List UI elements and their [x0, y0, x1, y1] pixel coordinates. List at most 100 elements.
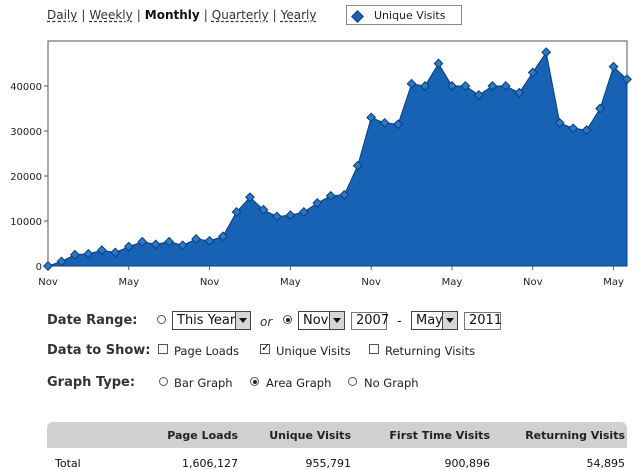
- data-point[interactable]: [231, 207, 242, 217]
- data-point[interactable]: [420, 81, 430, 91]
- data-point[interactable]: [43, 261, 53, 271]
- range-dash: -: [397, 314, 402, 329]
- table-header: Page Loads Unique Visits First Time Visi…: [47, 422, 627, 448]
- preset-range-select[interactable]: This Year: [172, 311, 251, 330]
- data-point[interactable]: [554, 117, 565, 128]
- data-point[interactable]: [473, 90, 484, 100]
- period-daily-link[interactable]: Daily: [47, 8, 78, 22]
- x-tick-label: May: [280, 277, 301, 288]
- bar-graph-label: Bar Graph: [174, 376, 233, 390]
- data-point[interactable]: [393, 119, 404, 130]
- period-separator: |: [203, 8, 208, 22]
- no-graph-label: No Graph: [364, 376, 419, 390]
- data-point[interactable]: [56, 256, 67, 267]
- y-tick-label: 30000: [10, 127, 42, 138]
- returning-visits-label: Returning Visits: [385, 344, 476, 358]
- bar-graph-radio[interactable]: [159, 377, 168, 386]
- data-point[interactable]: [271, 211, 282, 222]
- from-year-input[interactable]: 2007: [351, 312, 389, 330]
- chart-legend: Unique Visits: [346, 5, 462, 25]
- graph-type-label: Graph Type:: [47, 375, 136, 390]
- first-time-visits-value: 900,896: [444, 457, 491, 470]
- page-loads-checkbox[interactable]: [158, 344, 168, 354]
- from-month-select[interactable]: Nov: [298, 311, 345, 330]
- data-point[interactable]: [500, 81, 511, 91]
- x-tick-label: May: [118, 277, 139, 288]
- period-monthly-active: Monthly: [144, 8, 200, 22]
- returning-visits-value: 54,895: [586, 457, 626, 470]
- series-area-unique-visits: [47, 51, 628, 267]
- data-point[interactable]: [204, 235, 215, 246]
- data-point[interactable]: [191, 234, 202, 244]
- data-point[interactable]: [366, 112, 377, 123]
- unique-visits-label: Unique Visits: [276, 344, 351, 358]
- date-range-label: Date Range:: [47, 313, 138, 328]
- data-point[interactable]: [352, 160, 363, 171]
- col-first-time-visits-header: First Time Visits: [389, 429, 490, 442]
- chevron-down-icon: [235, 312, 250, 329]
- period-separator: |: [136, 8, 141, 22]
- data-point[interactable]: [325, 190, 336, 201]
- data-point[interactable]: [164, 236, 175, 247]
- data-point[interactable]: [83, 248, 94, 259]
- to-month-value: May: [416, 313, 443, 328]
- data-point[interactable]: [514, 87, 525, 98]
- col-page-loads-header: Page Loads: [167, 429, 238, 442]
- area-graph-radio[interactable]: [250, 377, 259, 386]
- data-point[interactable]: [622, 74, 632, 85]
- to-month-select[interactable]: May: [411, 311, 458, 330]
- data-point[interactable]: [69, 249, 80, 260]
- data-point[interactable]: [285, 210, 296, 221]
- to-year-input[interactable]: 2011: [464, 312, 502, 330]
- row-label: Total: [55, 457, 81, 470]
- data-point[interactable]: [541, 47, 552, 58]
- data-point[interactable]: [218, 231, 228, 242]
- y-tick-label: 40000: [10, 82, 42, 93]
- data-point[interactable]: [137, 236, 148, 247]
- page-loads-value: 1,606,127: [182, 457, 238, 470]
- data-point[interactable]: [123, 241, 134, 252]
- data-point[interactable]: [298, 207, 309, 217]
- col-returning-visits-header: Returning Visits: [525, 429, 625, 442]
- chevron-down-icon: [329, 312, 344, 329]
- chevron-down-icon: [442, 312, 457, 329]
- period-yearly-link[interactable]: Yearly: [280, 8, 317, 22]
- data-point[interactable]: [150, 239, 161, 250]
- data-point[interactable]: [406, 78, 417, 89]
- period-separator: |: [81, 8, 86, 22]
- table-row: Total 1,606,127 955,791 900,896 54,895: [47, 448, 627, 470]
- data-point[interactable]: [527, 67, 538, 78]
- data-point[interactable]: [258, 204, 269, 215]
- returning-visits-checkbox[interactable]: [369, 344, 379, 354]
- data-point[interactable]: [177, 240, 188, 251]
- unique-visits-value: 955,791: [305, 457, 352, 470]
- data-point[interactable]: [447, 81, 457, 91]
- data-point[interactable]: [433, 58, 444, 69]
- period-quarterly-link[interactable]: Quarterly: [211, 8, 269, 22]
- data-point[interactable]: [245, 192, 255, 203]
- data-point[interactable]: [568, 123, 579, 134]
- data-point[interactable]: [96, 245, 107, 256]
- data-point[interactable]: [581, 125, 592, 136]
- data-point[interactable]: [312, 198, 323, 208]
- data-point[interactable]: [339, 189, 350, 200]
- data-point[interactable]: [110, 247, 121, 258]
- period-weekly-link[interactable]: Weekly: [89, 8, 133, 22]
- data-point[interactable]: [460, 81, 471, 91]
- data-point[interactable]: [608, 61, 619, 72]
- y-tick-label: 0: [36, 262, 42, 273]
- data-point[interactable]: [379, 117, 390, 128]
- or-text: or: [260, 315, 273, 329]
- stats-table: Page Loads Unique Visits First Time Visi…: [47, 422, 627, 470]
- data-to-show-label: Data to Show:: [47, 343, 151, 358]
- page-loads-label: Page Loads: [174, 344, 240, 358]
- preset-range-radio[interactable]: [157, 315, 166, 324]
- custom-range-radio[interactable]: [283, 315, 292, 324]
- col-unique-visits-header: Unique Visits: [269, 429, 351, 442]
- data-point[interactable]: [595, 103, 606, 114]
- x-tick-label: May: [603, 277, 624, 288]
- unique-visits-checkbox[interactable]: [260, 341, 270, 354]
- no-graph-radio[interactable]: [348, 377, 357, 386]
- from-month-value: Nov: [303, 313, 329, 328]
- data-point[interactable]: [487, 81, 498, 91]
